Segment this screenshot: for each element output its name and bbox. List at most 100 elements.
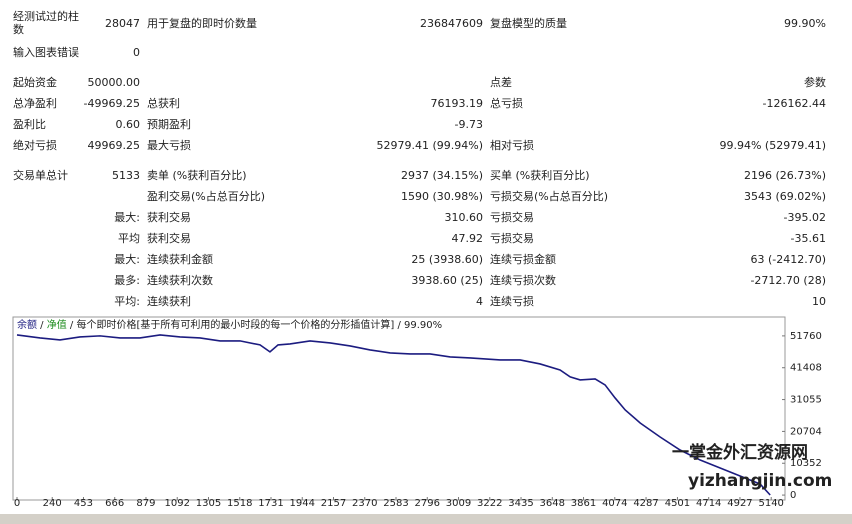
row-label: 最大: (114, 211, 140, 224)
row-value: 2937 (34.15%) (400, 169, 483, 182)
row-label: 总获利 (147, 97, 180, 110)
x-tick-label: 1092 (165, 498, 190, 509)
row-label: 起始资金 (13, 76, 57, 89)
row-label: 输入图表错误 (13, 46, 79, 59)
row-value: 49969.25 (87, 139, 141, 152)
row-value: 236847609 (420, 17, 483, 30)
legend-entry: 余额 (17, 318, 37, 331)
row-label: 点差 (490, 76, 512, 89)
row-label: 卖单 (%获利百分比) (147, 169, 247, 182)
plot-frame (12, 316, 786, 501)
row-label: 盈利比 (13, 118, 46, 131)
x-tick-label: 2583 (383, 498, 408, 509)
x-tick-label: 1731 (258, 498, 283, 509)
row-value: 310.60 (444, 211, 484, 224)
row-value: 10 (812, 295, 826, 308)
row-label: 获利交易 (147, 211, 191, 224)
row-value: 47.92 (451, 232, 484, 245)
y-tick-label: 10352 (790, 458, 822, 469)
legend-entry: 99.90% (404, 320, 442, 331)
x-tick-label: 879 (136, 498, 155, 509)
row-value: 25 (3938.60) (411, 253, 483, 266)
row-value: 0 (133, 46, 140, 59)
x-tick-label: 1944 (290, 498, 315, 509)
row-value: 参数 (804, 76, 826, 89)
x-tick-label: 4287 (633, 498, 658, 509)
separator: / (37, 320, 47, 331)
row-value: 1590 (30.98%) (400, 190, 483, 203)
row-label: 相对亏损 (490, 139, 534, 152)
row-label: 平均: (114, 295, 140, 308)
x-tick-label: 0 (14, 498, 20, 509)
row-value: 99.90% (784, 17, 826, 30)
row-label: 盈利交易(%占总百分比) (147, 190, 266, 203)
row-value: 3543 (69.02%) (743, 190, 826, 203)
row-label: 获利交易 (147, 232, 191, 245)
row-value: 5133 (112, 169, 140, 182)
row-label: 总净盈利 (13, 97, 57, 110)
row-value: 0.60 (115, 118, 141, 131)
row-value: -35.61 (790, 232, 826, 245)
row-label: 最大亏损 (147, 139, 191, 152)
row-label: 连续亏损次数 (490, 274, 556, 287)
row-label: 平均 (118, 232, 140, 245)
legend: 余额 / 净值 / 每个即时价格[基于所有可利用的最小时段的每一个价格的分形插值… (17, 318, 442, 331)
row-label: 连续获利次数 (147, 274, 213, 287)
row-value: -395.02 (783, 211, 826, 224)
row-label: 交易单总计 (13, 169, 68, 182)
row-label: 连续获利金额 (147, 253, 213, 266)
x-tick-label: 3435 (508, 498, 533, 509)
watermark: 一掌金外汇资源网 (672, 442, 808, 463)
legend-entry: 每个即时价格[基于所有可利用的最小时段的每一个价格的分形插值计算] (76, 318, 394, 331)
row-value: 76193.19 (430, 97, 484, 110)
x-tick-label: 5140 (758, 498, 783, 509)
row-value: 4 (476, 295, 483, 308)
x-tick-label: 3009 (446, 498, 471, 509)
x-tick-label: 2157 (321, 498, 346, 509)
row-label: 总亏损 (490, 97, 523, 110)
x-tick-label: 2796 (415, 498, 440, 509)
row-value: -9.73 (454, 118, 483, 131)
x-tick-label: 4927 (727, 498, 752, 509)
separator: / (394, 320, 404, 331)
row-label: 经测试过的柱数 (13, 10, 79, 36)
y-tick-label: 0 (790, 490, 796, 501)
row-value: 50000.00 (87, 76, 141, 89)
x-tick-label: 666 (105, 498, 124, 509)
row-label: 亏损交易 (490, 232, 534, 245)
separator: / (67, 320, 77, 331)
row-value: 99.94% (52979.41) (719, 139, 826, 152)
row-label: 买单 (%获利百分比) (490, 169, 590, 182)
x-tick-label: 240 (43, 498, 62, 509)
balance-line (16, 334, 771, 496)
row-value: 28047 (105, 17, 140, 30)
row-value: 3938.60 (25) (411, 274, 483, 287)
status-bar (0, 514, 852, 524)
row-label: 预期盈利 (147, 118, 191, 131)
row-value: 52979.41 (99.94%) (376, 139, 483, 152)
row-label: 亏损交易 (490, 211, 534, 224)
row-label: 连续获利 (147, 295, 191, 308)
row-label: 复盘模型的质量 (490, 17, 567, 30)
row-value: 2196 (26.73%) (743, 169, 826, 182)
x-tick-label: 453 (74, 498, 93, 509)
row-value: -126162.44 (762, 97, 826, 110)
x-tick-label: 3648 (540, 498, 565, 509)
x-tick-label: 1518 (227, 498, 252, 509)
y-tick-label: 31055 (790, 395, 822, 406)
y-tick-label: 41408 (790, 363, 822, 374)
row-label: 连续亏损金额 (490, 253, 556, 266)
x-tick-label: 3861 (571, 498, 596, 509)
legend-entry: 净值 (47, 318, 67, 331)
row-label: 最大: (114, 253, 140, 266)
row-label: 连续亏损 (490, 295, 534, 308)
row-value: -2712.70 (28) (750, 274, 826, 287)
x-tick-label: 2370 (352, 498, 377, 509)
row-label: 绝对亏损 (13, 139, 57, 152)
x-tick-label: 1305 (196, 498, 221, 509)
x-tick-label: 4074 (602, 498, 627, 509)
x-tick-label: 3222 (477, 498, 502, 509)
y-tick-label: 20704 (790, 426, 822, 437)
